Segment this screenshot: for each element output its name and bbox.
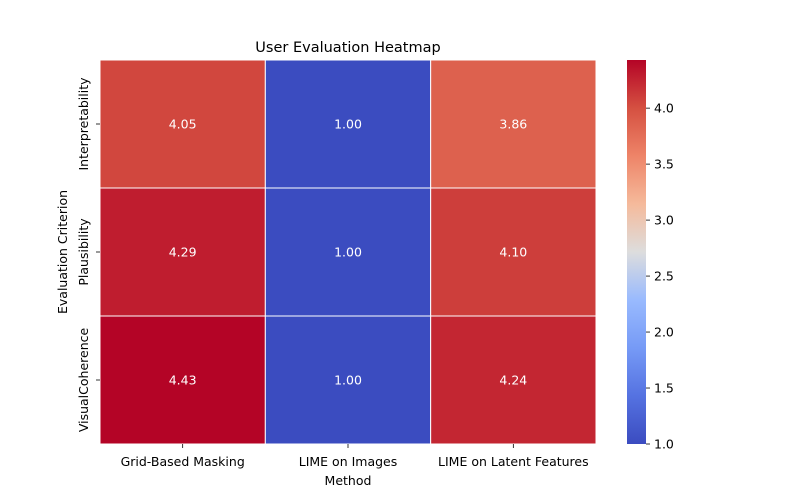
x-axis-label: Method (325, 473, 372, 488)
cell-value-label: 4.43 (169, 373, 197, 388)
colorbar-tick-label: 4.0 (654, 101, 674, 116)
cell-value-label: 3.86 (499, 117, 527, 132)
heatmap-cell-r0-c1 (264, 59, 432, 189)
colorbar-gradient (627, 60, 646, 444)
colorbar-tick-label: 1.5 (654, 381, 674, 396)
cell-value-label: 4.05 (169, 117, 197, 132)
heatmap-cell-r1-c1 (264, 187, 432, 317)
cell-value-label: 1.00 (334, 117, 362, 132)
x-tick-label: Grid-Based Masking (121, 454, 245, 469)
x-tick-label: LIME on Latent Features (438, 454, 589, 469)
y-tick-label: Plausibility (76, 218, 91, 286)
heatmap-cell-r2-c0 (99, 315, 266, 445)
cell-value-label: 4.29 (169, 245, 197, 260)
colorbar-tick-label: 3.5 (654, 157, 674, 172)
heatmap-cell-r0-c0 (99, 59, 266, 189)
y-axis-label: Evaluation Criterion (55, 190, 70, 314)
y-axis-ticks: Interpretability Plausibility VisualCohere… (76, 77, 100, 432)
colorbar-tick-label: 2.0 (654, 325, 674, 340)
heatmap-cell-labels: 4.05 1.00 3.86 4.29 1.00 4.10 4.43 1.00 4.24 (169, 117, 528, 388)
heatmap-cell-r1-c0 (99, 187, 266, 317)
cell-value-label: 1.00 (334, 373, 362, 388)
heatmap-cell-r1-c2 (430, 187, 597, 317)
colorbar-tick-label: 1.0 (654, 437, 674, 452)
x-axis-ticks: Grid-Based Masking LIME on Images LIME on … (121, 444, 589, 469)
colorbar: 1.0 1.5 2.0 2.5 3.0 3.5 4.0 (627, 60, 674, 452)
y-tick-label: VisualCoherence (76, 328, 91, 433)
colorbar-tick-label: 3.0 (654, 213, 674, 228)
colorbar-tick-label: 2.5 (654, 269, 674, 284)
heatmap-cells (99, 59, 597, 445)
cell-value-label: 4.24 (499, 373, 527, 388)
y-tick-label: Interpretability (76, 77, 91, 171)
chart-title: User Evaluation Heatmap (255, 40, 440, 56)
cell-value-label: 1.00 (334, 245, 362, 260)
cell-value-label: 4.10 (499, 245, 527, 260)
x-tick-label: LIME on Images (299, 454, 398, 469)
heatmap-cell-r0-c2 (430, 59, 597, 189)
heatmap-cell-r2-c1 (264, 315, 432, 445)
